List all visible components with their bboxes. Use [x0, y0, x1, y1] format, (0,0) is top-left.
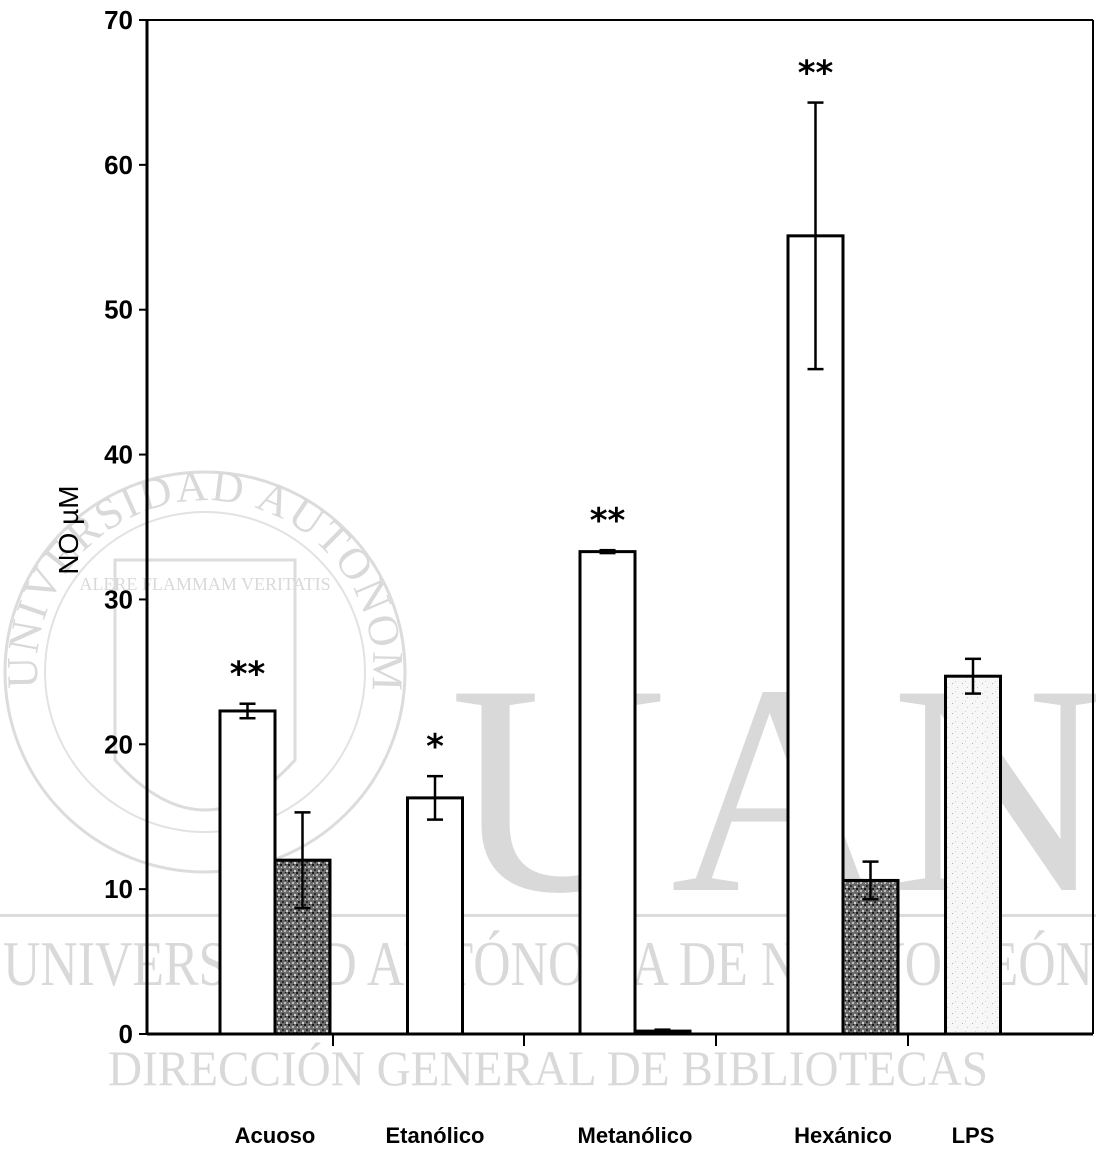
bar-lps-light-speckled	[944, 674, 1002, 1036]
significance-marker: **	[590, 501, 626, 541]
y-axis-title: NO µM	[53, 485, 84, 574]
bar-acuoso-white	[218, 709, 277, 1036]
bar-hexánico-dark-speckled	[841, 878, 900, 1036]
labels: ** Acuoso * Etanólico ** Metanólico ** Hexánico…	[230, 54, 995, 1148]
x-category-label: Acuoso	[235, 1123, 316, 1148]
x-category-label: Hexánico	[794, 1123, 892, 1148]
significance-marker: **	[798, 54, 834, 94]
bars	[218, 101, 1002, 1036]
bar-etanólico-white	[406, 796, 464, 1036]
seal-motto: ALERE FLAMMAM VERITATIS	[79, 574, 330, 594]
x-category-label: Metanólico	[578, 1123, 693, 1148]
bar-metanólico-white	[578, 550, 637, 1036]
significance-marker: *	[426, 727, 444, 767]
y-tick-label: 10	[104, 874, 133, 904]
watermark-line-2: DIRECCIÓN GENERAL DE BIBLIOTECAS	[108, 1040, 988, 1096]
y-tick-label: 70	[104, 5, 133, 35]
y-tick-label: 30	[104, 584, 133, 614]
significance-marker: **	[230, 655, 266, 695]
axes: 0 10 20 30 40 50 60 70	[104, 5, 1094, 1049]
y-tick-label: 0	[119, 1019, 133, 1049]
x-category-label: Etanólico	[385, 1123, 484, 1148]
y-tick-label: 60	[104, 150, 133, 180]
y-tick-label: 20	[104, 729, 133, 759]
y-tick-label: 50	[104, 295, 133, 325]
watermark-line-1: UNIVERSIDAD AUTÓNOMA DE NUEVO LEÓN	[3, 928, 1093, 999]
y-tick-label: 40	[104, 440, 133, 470]
x-category-label: LPS	[952, 1123, 995, 1148]
